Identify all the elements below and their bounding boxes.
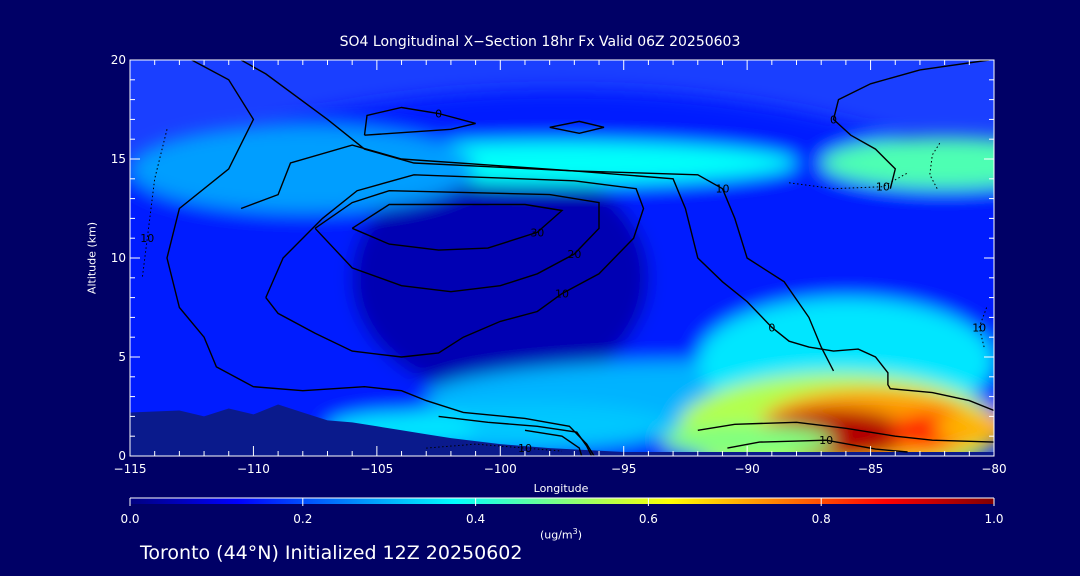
dotted-contour-line-label-2: 10 <box>972 321 986 334</box>
x-tick-label: −90 <box>734 462 760 476</box>
contour-line-8 <box>832 60 990 189</box>
contour-line-1 <box>166 60 595 456</box>
contour-lines: 10 0 10 20 30 0 0 10 <box>166 60 994 456</box>
contour-line-9 <box>697 421 994 443</box>
y-tick-label: 0 <box>118 449 126 463</box>
concentration-blob-11 <box>660 424 834 456</box>
x-tick-label: −110 <box>236 462 270 476</box>
dotted-contour-line-4 <box>426 443 563 452</box>
colorbar-units: (ug/m3) <box>540 527 582 542</box>
colorbar-tick-label: 0.2 <box>293 512 313 526</box>
x-tick-label: −95 <box>611 462 637 476</box>
dotted-contour-line-0 <box>141 129 168 278</box>
contour-line-label-4: 20 <box>567 248 581 261</box>
concentration-blob-1 <box>352 158 649 397</box>
y-axis-label: Altitude (km) <box>85 221 99 295</box>
contour-line-5 <box>351 203 564 251</box>
dotted-contour-line-1 <box>789 172 908 190</box>
contour-line-label-5: 30 <box>530 226 544 239</box>
colorbar-ticks <box>129 497 995 506</box>
concentration-blob-12 <box>934 412 994 445</box>
colorbar-tick-label: 0.4 <box>466 512 486 526</box>
contour-line-0 <box>240 60 835 372</box>
y-tick-label: 5 <box>118 350 126 364</box>
contour-line-label-6: 0 <box>435 107 442 120</box>
y-tick-label: 15 <box>110 152 126 166</box>
x-tick-label: −100 <box>483 462 517 476</box>
contour-line-10 <box>727 439 908 453</box>
x-axis-label: Longitude <box>533 482 589 495</box>
colorbar-bar <box>130 498 994 504</box>
contour-line-label-8: 0 <box>830 113 837 126</box>
plot-area: 10 0 10 20 30 0 0 10 10 10 10 10 <box>130 60 994 456</box>
x-tick-label: −85 <box>857 462 884 476</box>
x-tick-label: −80 <box>981 462 1007 476</box>
concentration-blob-3 <box>821 137 994 189</box>
dotted-contour-line-label-0: 10 <box>140 232 154 245</box>
dotted-contour-line-label-1: 10 <box>876 181 890 194</box>
chart-title: SO4 Longitudinal X−Section 18hr Fx Valid… <box>339 34 741 50</box>
dotted-contour-line-2 <box>978 307 988 348</box>
contour-line-11 <box>438 415 593 456</box>
colorbar-tick-label: 1.0 <box>984 512 1004 526</box>
axis-ticks <box>129 59 995 457</box>
contour-line-label-2: 0 <box>768 321 775 334</box>
x-tick-label: −105 <box>360 462 394 476</box>
y-tick-label: 10 <box>110 251 126 265</box>
units-prefix: (ug/m <box>539 528 573 542</box>
footer-caption: Toronto (44°N) Initialized 12Z 20250602 <box>140 542 523 564</box>
units-suffix: ) <box>577 528 583 542</box>
concentration-blob-4 <box>130 125 476 213</box>
contour-line-3 <box>265 174 645 358</box>
colorbar-tick-label: 0.0 <box>120 512 140 526</box>
units-power: 3 <box>572 527 578 536</box>
contour-line-label-0: 10 <box>715 183 729 196</box>
negative-contour-lines: 10 10 10 10 <box>140 129 988 455</box>
contour-line-4 <box>314 189 600 293</box>
contour-line-6 <box>363 106 476 136</box>
contour-line-label-10: 10 <box>819 434 833 447</box>
x-tick-label: −115 <box>113 462 147 476</box>
terrain-mask <box>130 404 994 456</box>
contour-line-label-3: 10 <box>555 288 569 301</box>
colorbar-tick-label: 0.8 <box>811 512 831 526</box>
y-tick-label: 20 <box>110 53 126 67</box>
dotted-contour-line-label-4: 10 <box>518 442 532 455</box>
contour-line-2 <box>240 144 994 412</box>
concentration-field <box>130 89 994 456</box>
contour-line-7 <box>549 120 605 135</box>
colorbar-tick-label: 0.6 <box>638 512 658 526</box>
contour-line-12 <box>524 429 583 456</box>
